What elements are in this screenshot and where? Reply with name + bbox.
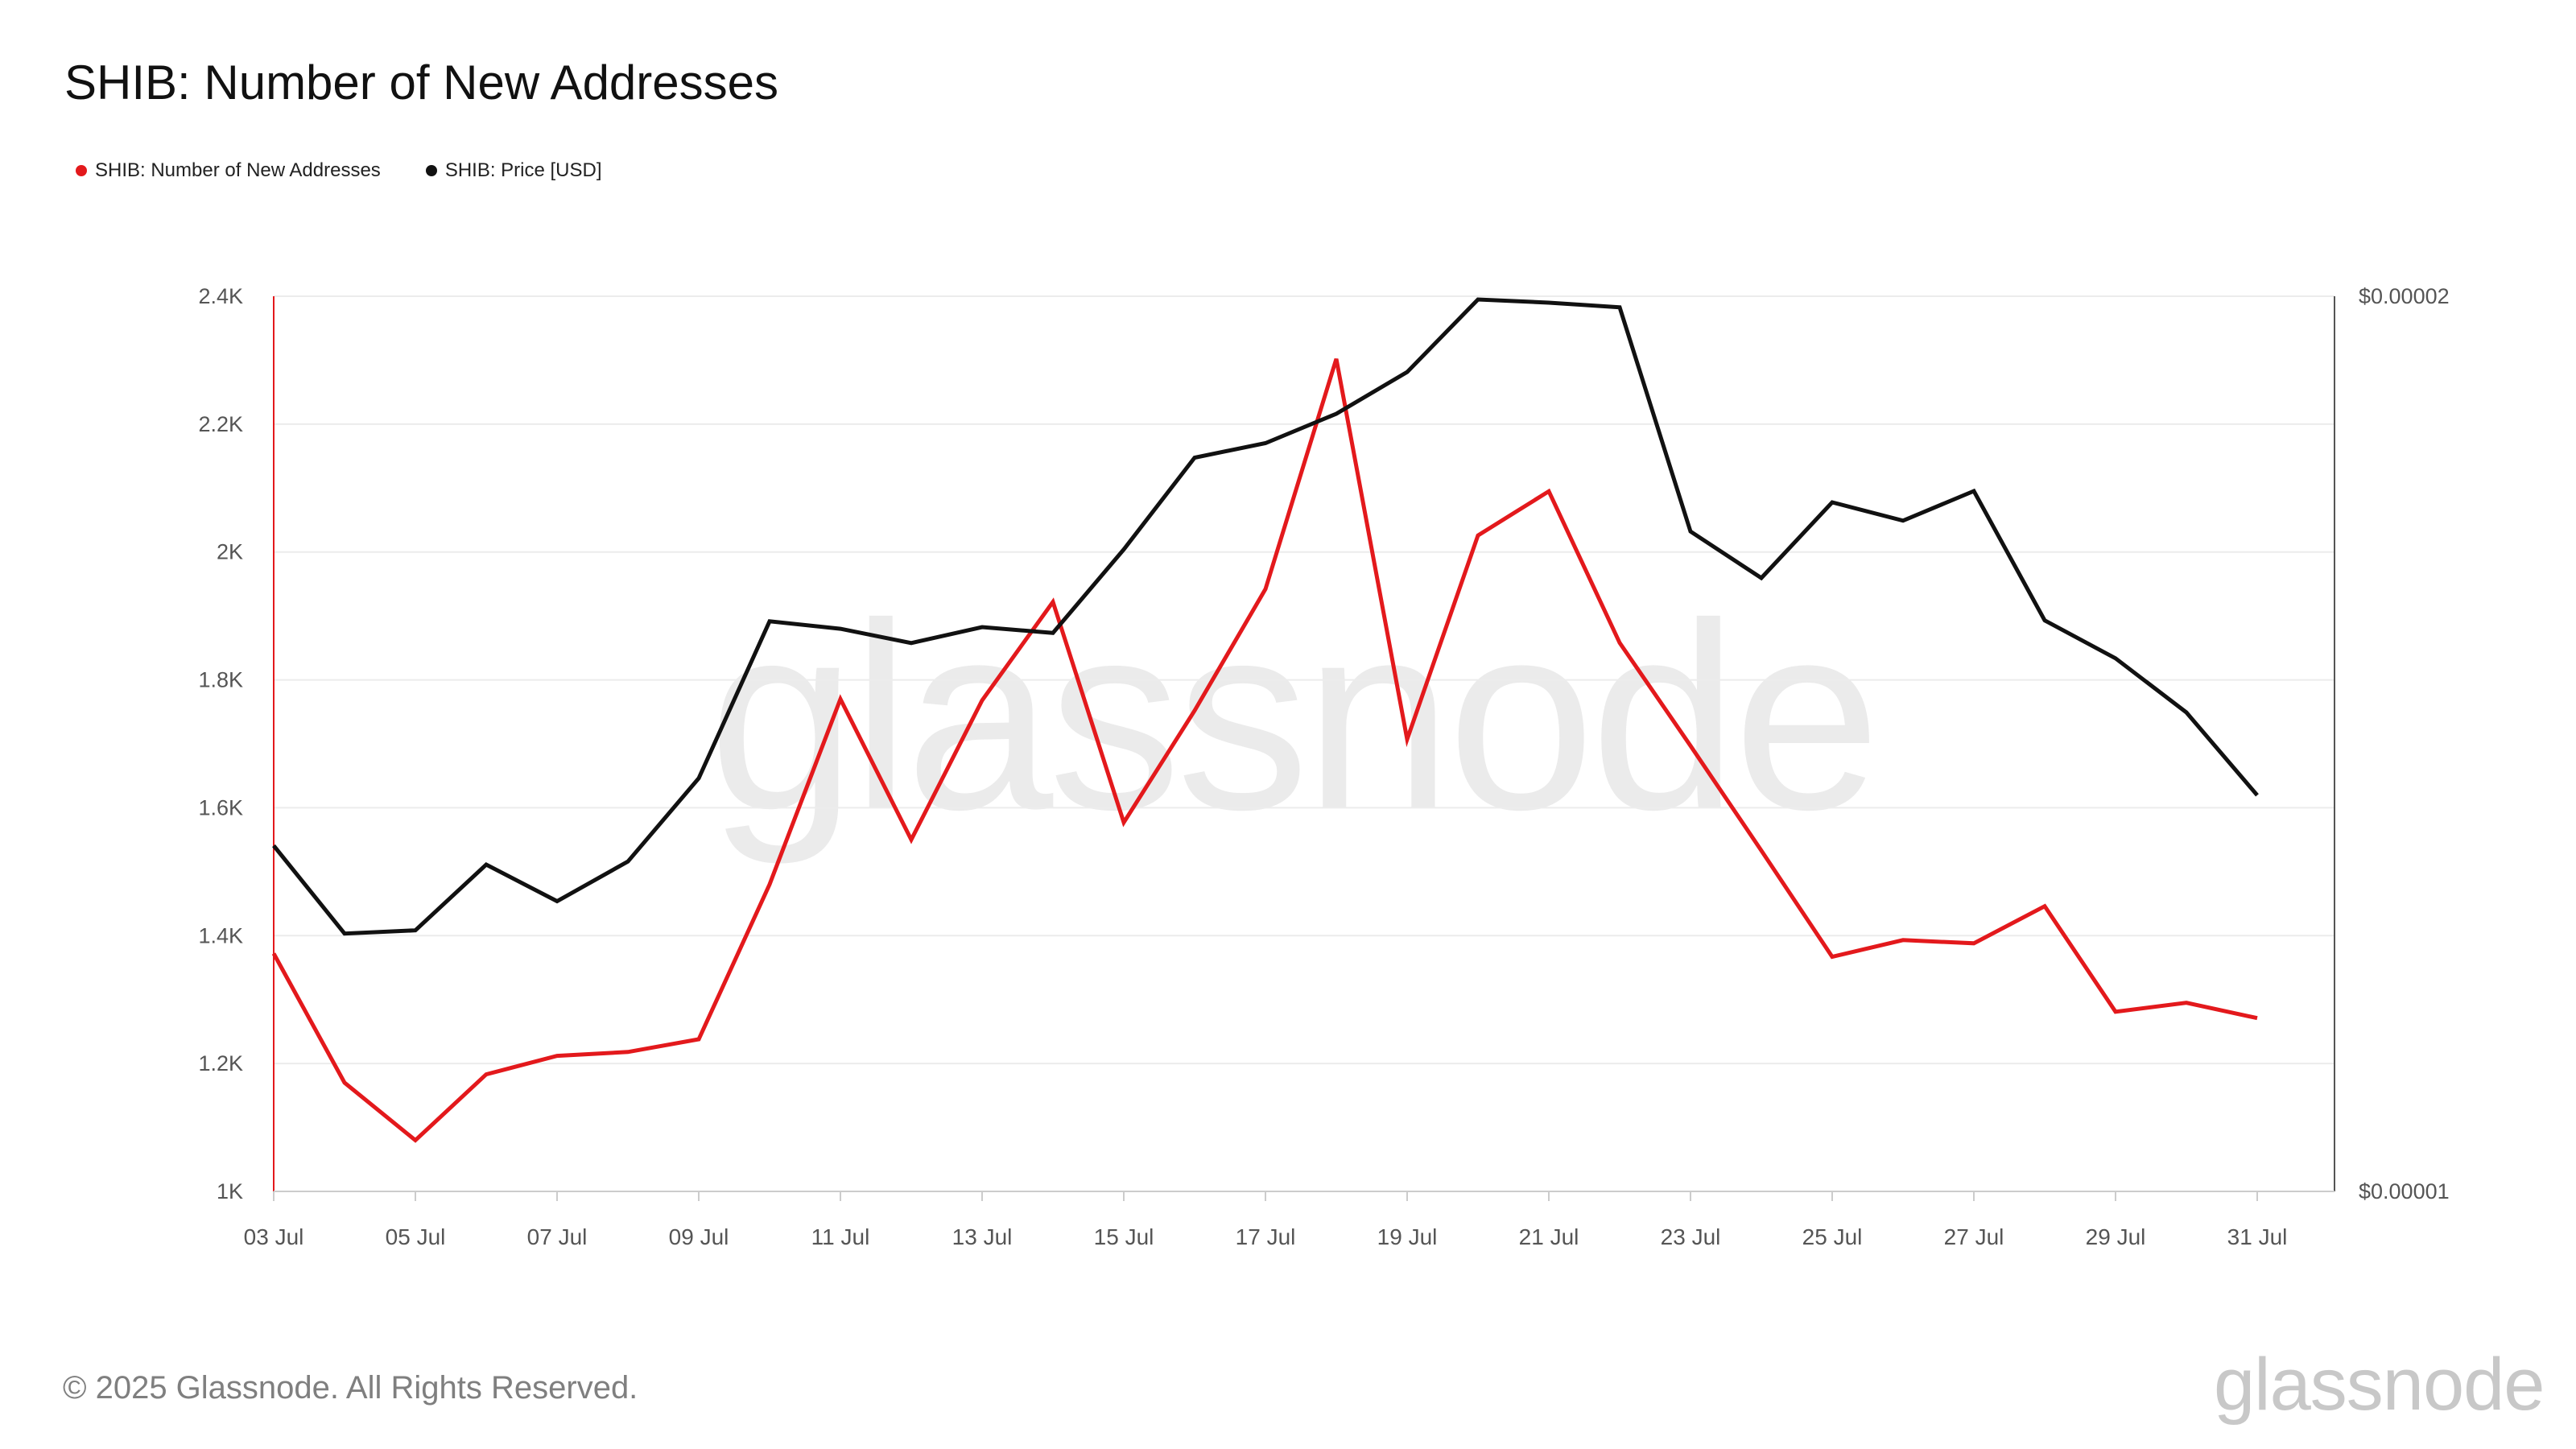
x-tick-label: 17 Jul xyxy=(1236,1224,1296,1249)
legend-dot-black xyxy=(425,165,437,176)
series-line-price xyxy=(272,297,2259,936)
legend-item-price[interactable]: SHIB: Price [USD] xyxy=(425,159,602,182)
y-left-tick-label: 2K xyxy=(217,540,243,564)
x-tick-label: 03 Jul xyxy=(244,1224,304,1249)
x-tick-label: 19 Jul xyxy=(1377,1224,1438,1249)
x-tick-label: 07 Jul xyxy=(527,1224,588,1249)
x-tick-label: 25 Jul xyxy=(1802,1224,1863,1249)
y-left-tick-label: 1.4K xyxy=(198,923,243,947)
legend-item-new-addresses[interactable]: SHIB: Number of New Addresses xyxy=(76,159,381,182)
series-line-new-addresses xyxy=(271,358,2258,1143)
x-tick-label: 15 Jul xyxy=(1094,1224,1154,1249)
y-right-tick-label: $0.00002 xyxy=(2359,284,2450,308)
x-tick-label: 29 Jul xyxy=(2086,1224,2146,1249)
legend-label: SHIB: Number of New Addresses xyxy=(95,159,381,181)
x-tick-label: 23 Jul xyxy=(1661,1224,1721,1249)
x-tick-label: 27 Jul xyxy=(1944,1224,2004,1249)
y-left-tick-label: 2.4K xyxy=(198,284,243,308)
y-left-tick-label: 1.6K xyxy=(198,795,243,819)
legend-dot-red xyxy=(76,165,87,176)
chart-title: SHIB: Number of New Addresses xyxy=(64,56,779,109)
legend: SHIB: Number of New Addresses SHIB: Pric… xyxy=(76,159,602,182)
x-tick-label: 13 Jul xyxy=(952,1224,1013,1249)
brand-logo: glassnode xyxy=(2214,1344,2545,1426)
legend-label: SHIB: Price [USD] xyxy=(444,159,602,181)
y-left-tick-label: 1K xyxy=(217,1179,243,1203)
y-left-tick-label: 1.2K xyxy=(198,1051,243,1075)
x-tick-label: 09 Jul xyxy=(669,1224,729,1249)
x-tick-label: 31 Jul xyxy=(2227,1224,2288,1249)
y-left-tick-label: 2.2K xyxy=(198,412,243,436)
copyright-footer: © 2025 Glassnode. All Rights Reserved. xyxy=(63,1370,638,1406)
watermark-logo: glassnode xyxy=(708,568,1880,865)
y-left-tick-label: 1.8K xyxy=(198,668,243,692)
x-tick-label: 21 Jul xyxy=(1519,1224,1579,1249)
y-right-tick-label: $0.00001 xyxy=(2359,1179,2450,1203)
x-tick-label: 05 Jul xyxy=(386,1224,446,1249)
x-tick-label: 11 Jul xyxy=(811,1224,870,1249)
